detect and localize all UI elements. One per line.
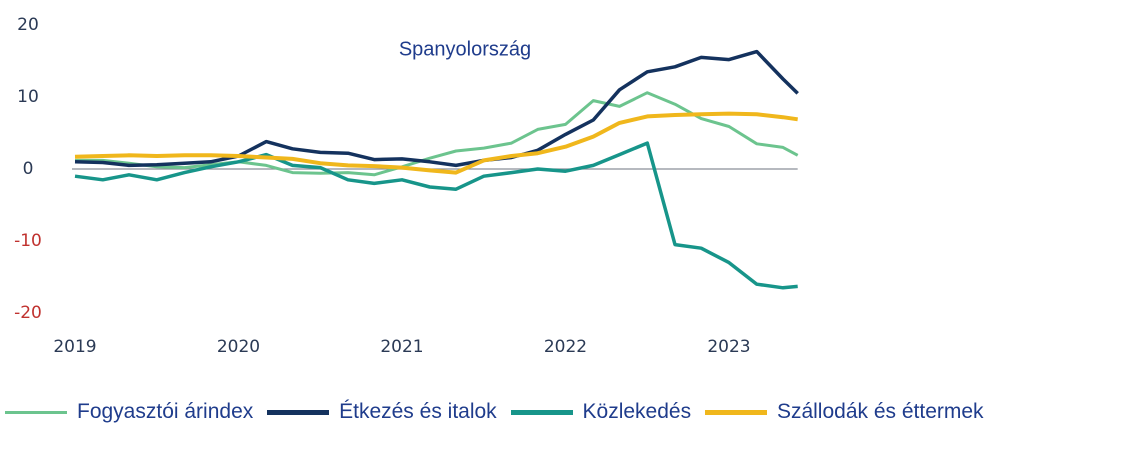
series-line (74, 49, 799, 168)
chart-title: Spanyolország (399, 38, 531, 60)
legend-label: Szállodák és éttermek (776, 400, 984, 423)
series-line (74, 141, 798, 290)
legend-swatch (5, 410, 67, 415)
y-tick-label: -20 (14, 303, 42, 323)
y-tick-label: 10 (17, 87, 39, 107)
y-tick-label: 0 (23, 159, 34, 179)
x-tick-label: 2020 (217, 337, 260, 357)
legend-entry: Szállodák és éttermek (704, 400, 984, 423)
legend: Fogyasztói árindex Étkezés és italok Köz… (5, 396, 1127, 428)
legend-label: Közlekedés (582, 400, 692, 423)
x-tick-label: 2022 (544, 337, 587, 357)
x-tick-label: 2021 (380, 337, 423, 357)
x-tick-label: 2019 (53, 337, 96, 357)
series-line (75, 91, 799, 177)
legend-swatch (704, 409, 767, 416)
y-tick-label: -10 (14, 231, 42, 251)
x-tick-label: 2023 (707, 337, 750, 357)
y-tick-label: 20 (17, 15, 39, 35)
series-line (74, 111, 798, 175)
legend-entry: Közlekedés (510, 400, 692, 423)
legend-entry: Étkezés és italok (267, 400, 497, 423)
chart: Spanyolország -20 -10 0 10 20 2019 2020 2021 202… (14, 15, 799, 357)
legend-entry: Fogyasztói árindex (5, 400, 253, 423)
legend-swatch (267, 410, 330, 415)
legend-label: Fogyasztói árindex (77, 400, 254, 423)
legend-swatch (510, 410, 573, 415)
legend-label: Étkezés és italok (339, 400, 497, 423)
